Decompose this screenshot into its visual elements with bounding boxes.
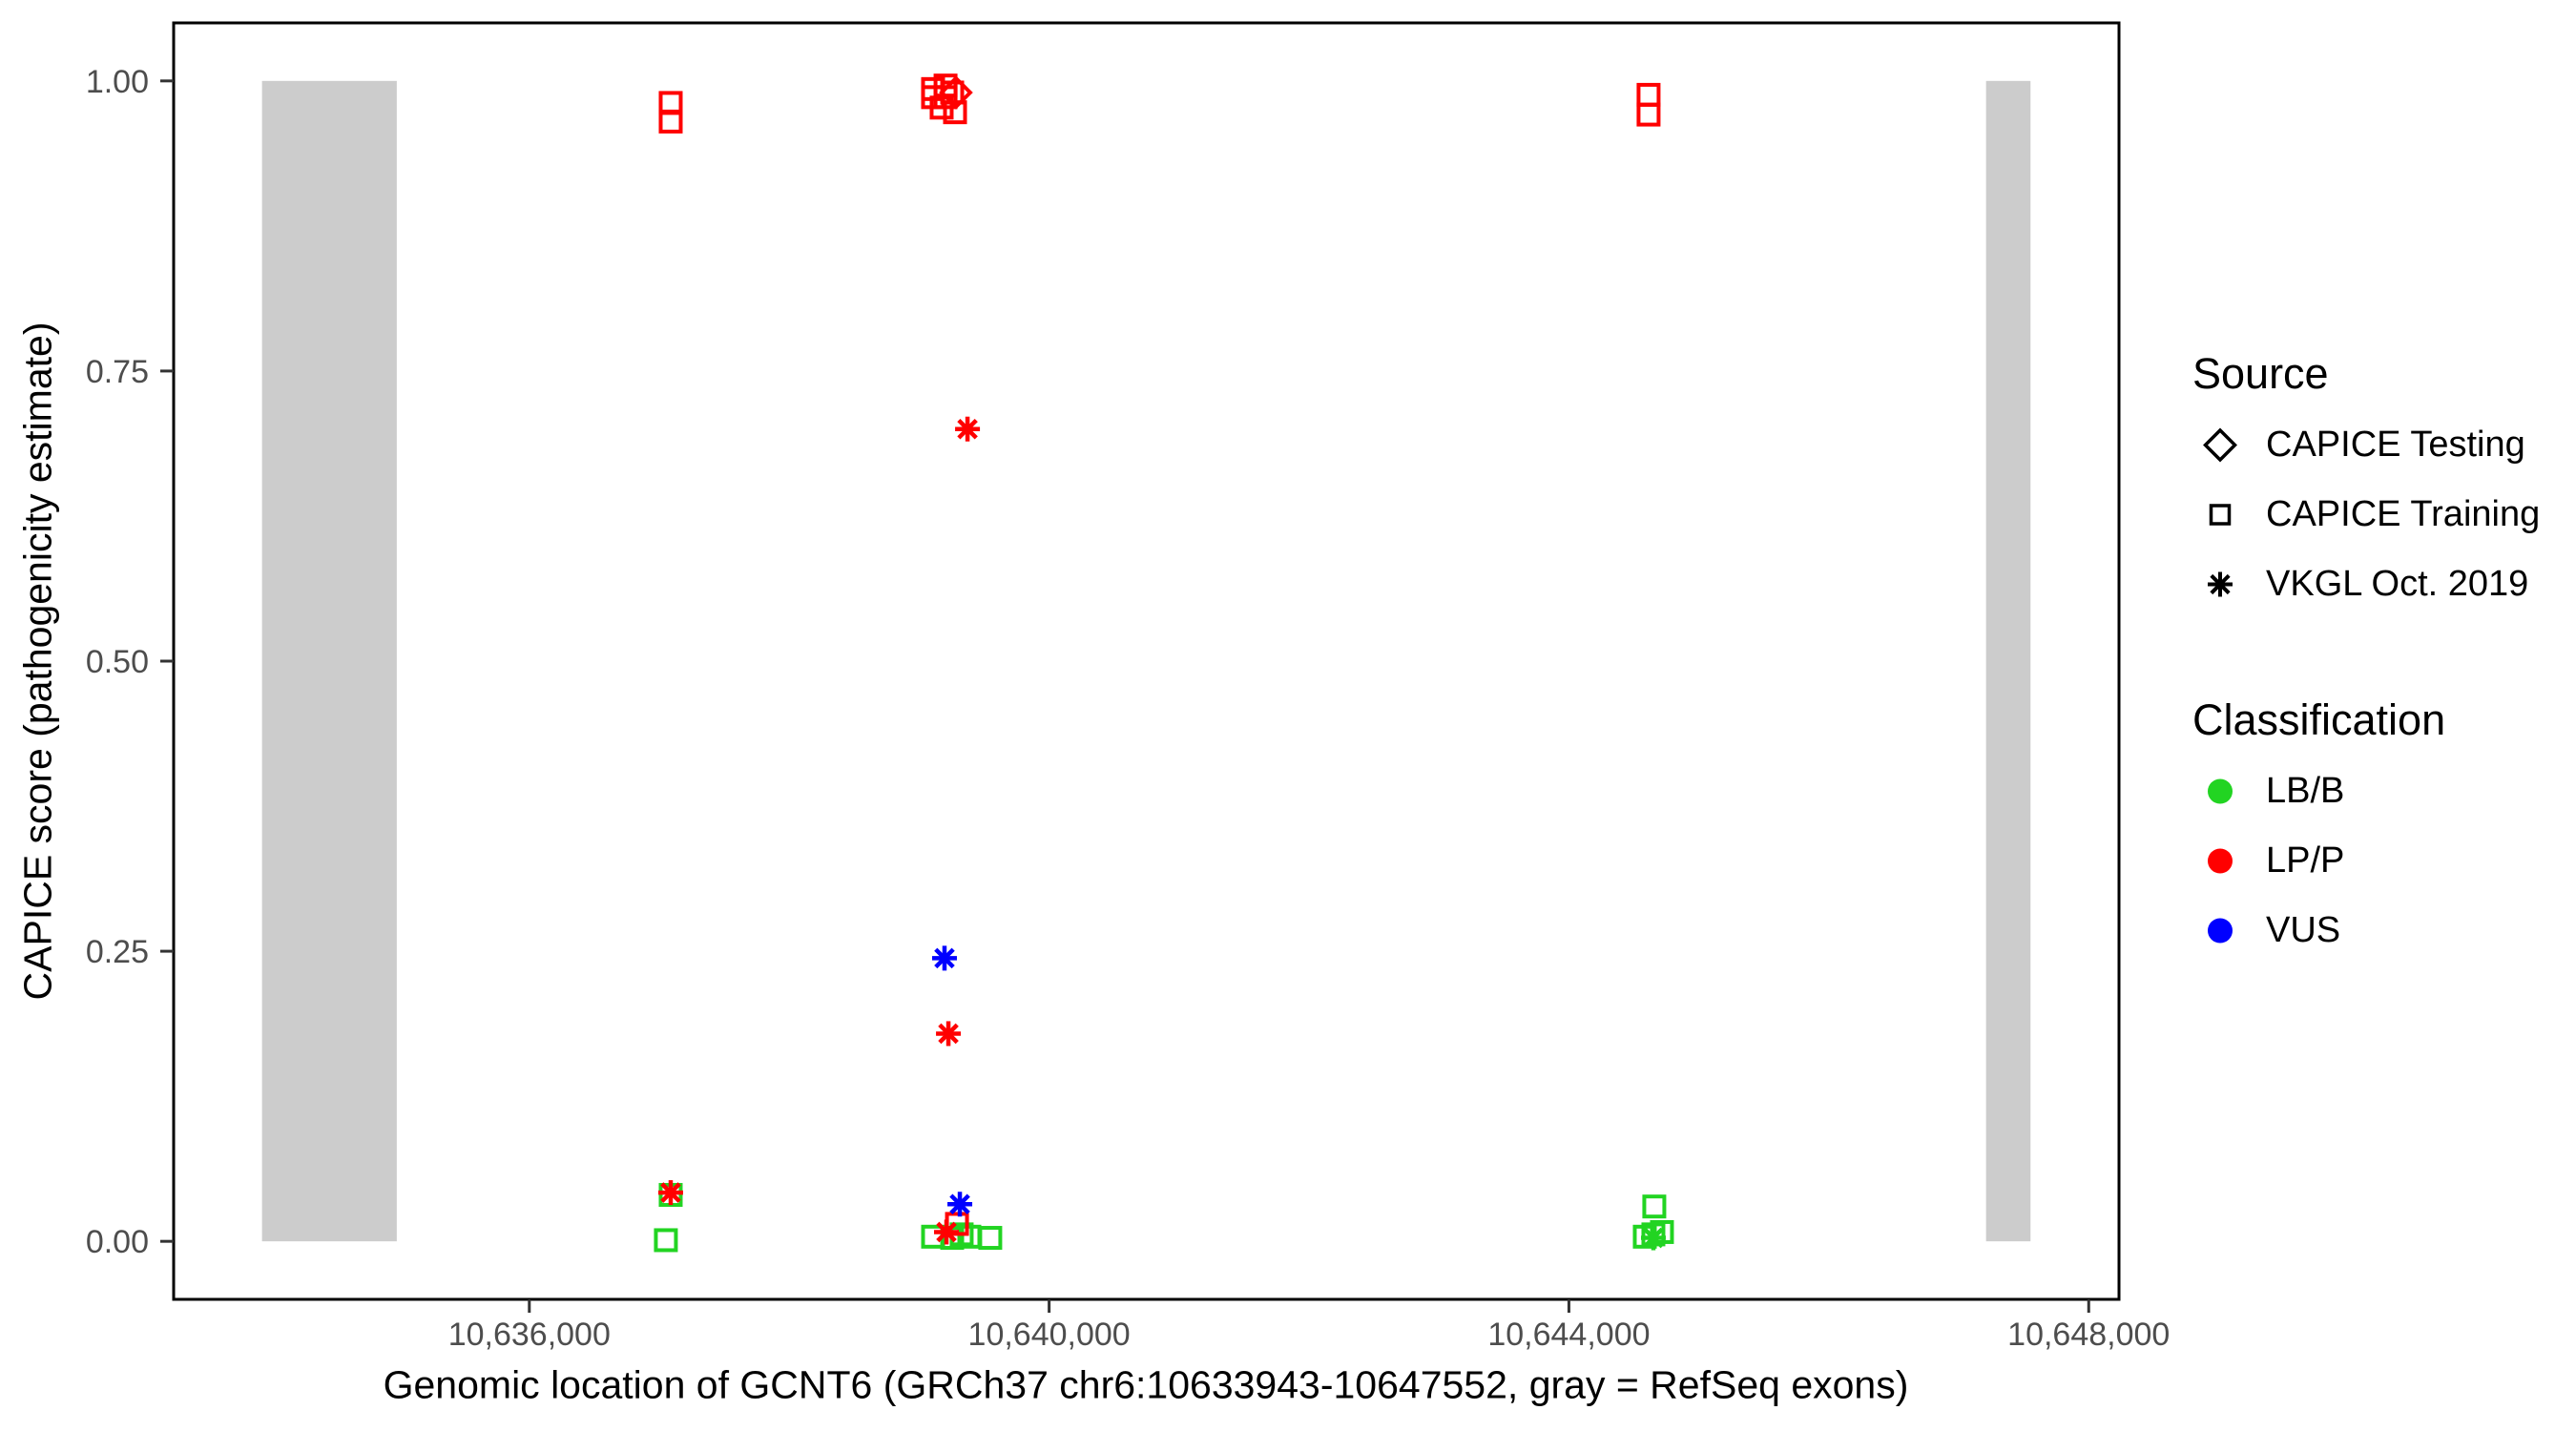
circle-icon xyxy=(2208,848,2233,874)
square-icon xyxy=(2209,504,2232,526)
circle-icon xyxy=(2208,778,2233,804)
data-point-square xyxy=(929,95,954,120)
data-point-square xyxy=(1642,1194,1667,1219)
x-axis-tick-label: 10,640,000 xyxy=(968,1317,1131,1353)
legend-item-label: CAPICE Testing xyxy=(2266,425,2525,465)
diamond-icon xyxy=(2203,427,2237,463)
data-point-asterisk xyxy=(938,1023,959,1045)
data-point-asterisk xyxy=(1643,1227,1664,1249)
y-axis-tick-label: 1.00 xyxy=(86,64,149,100)
asterisk-icon xyxy=(2208,571,2233,597)
refseq-exon-bar xyxy=(1985,80,2031,1242)
x-axis-title: Genomic location of GCNT6 (GRCh37 chr6:1… xyxy=(383,1362,1909,1407)
x-axis-tick-label: 10,636,000 xyxy=(448,1317,611,1353)
legend-classification: Classification LB/B LP/P VUS xyxy=(2192,695,2445,965)
legend-item-capice-training: CAPICE Training xyxy=(2192,480,2540,550)
y-axis-tick-label: 0.50 xyxy=(86,644,149,680)
legend-item-label: LP/P xyxy=(2266,840,2345,881)
y-axis-tick-label: 0.75 xyxy=(86,354,149,390)
legend-item-vkgl: VKGL Oct. 2019 xyxy=(2192,550,2540,619)
data-point-square xyxy=(654,1228,678,1253)
data-point-square xyxy=(658,109,683,134)
legend-item-label: LB/B xyxy=(2266,771,2345,811)
y-axis-tick-label: 0.00 xyxy=(86,1224,149,1260)
data-point-diamond xyxy=(939,75,973,110)
legend-item-label: VKGL Oct. 2019 xyxy=(2266,564,2529,604)
data-point-square xyxy=(1636,82,1661,107)
data-point-square xyxy=(943,100,967,125)
data-point-square xyxy=(1636,102,1661,127)
legend-item-label: VUS xyxy=(2266,910,2341,950)
y-axis-tick-label: 0.25 xyxy=(86,934,149,970)
legend-item-lpp: LP/P xyxy=(2192,826,2445,896)
data-point-asterisk xyxy=(934,947,955,969)
legend-item-label: CAPICE Training xyxy=(2266,494,2541,534)
circle-icon xyxy=(2208,918,2233,944)
legend-classification-title: Classification xyxy=(2192,695,2446,744)
x-axis-tick-label: 10,648,000 xyxy=(2007,1317,2170,1353)
refseq-exon-bar xyxy=(261,80,397,1242)
legend-source-title: Source xyxy=(2192,349,2329,398)
legend-item-capice-testing: CAPICE Testing xyxy=(2192,410,2540,480)
panel-border xyxy=(172,21,2121,1301)
x-axis-tick-label: 10,644,000 xyxy=(1487,1317,1650,1353)
y-axis-title: CAPICE score (pathogenicity estimate) xyxy=(15,321,60,1001)
legend-item-lbb: LB/B xyxy=(2192,757,2445,826)
data-point-square xyxy=(978,1226,1003,1251)
legend-item-vus: VUS xyxy=(2192,896,2445,965)
data-point-asterisk xyxy=(957,418,978,440)
data-point-asterisk xyxy=(949,1193,970,1215)
data-point-asterisk xyxy=(936,1221,957,1243)
legend-source: Source CAPICE Testing CAPICE Training xyxy=(2192,349,2540,619)
data-point-asterisk xyxy=(660,1182,681,1203)
